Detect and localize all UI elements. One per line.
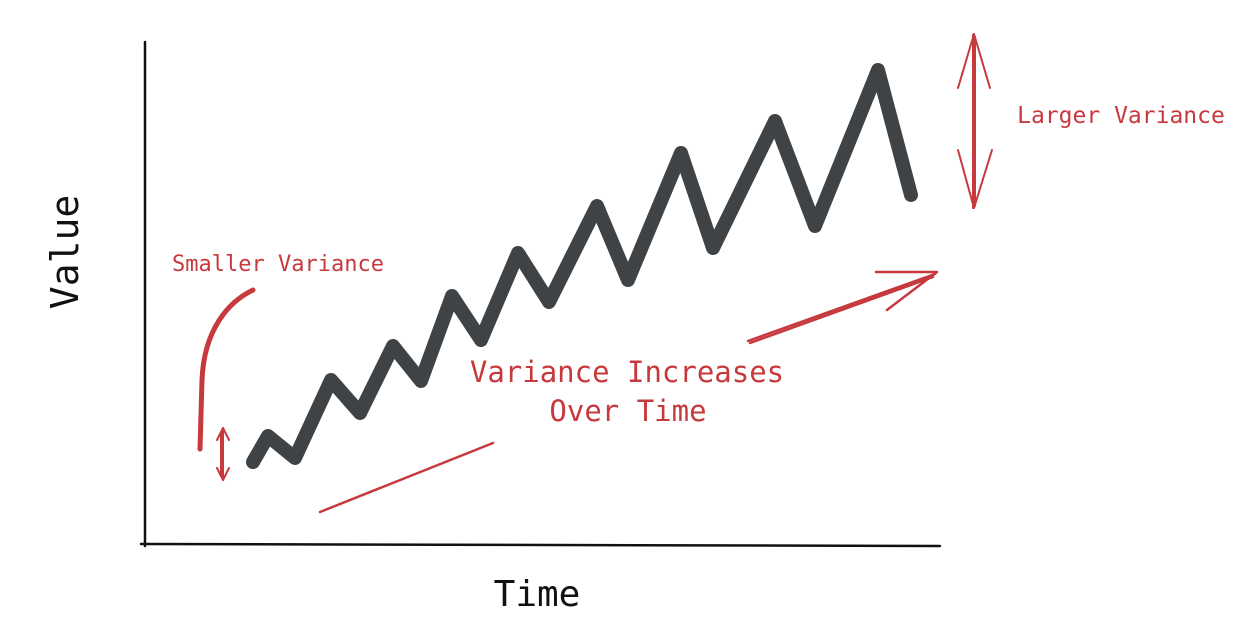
larger-variance-label: Larger Variance [1017,103,1225,129]
smaller-variance-curve [197,287,256,452]
x-axis [139,542,942,548]
trend-label-line1: Variance Increases [470,355,784,389]
series-line [246,63,918,469]
smaller-variance-label: Smaller Variance [172,252,384,277]
y-axis-label: Value [43,195,87,309]
large-variance-arrow [957,33,993,209]
trend-line-lower [318,441,495,514]
trend-arrow-upper [746,270,939,345]
trend-label-line2: Over Time [549,394,706,428]
small-variance-arrow [216,427,230,481]
x-axis-label: Time [494,574,581,615]
